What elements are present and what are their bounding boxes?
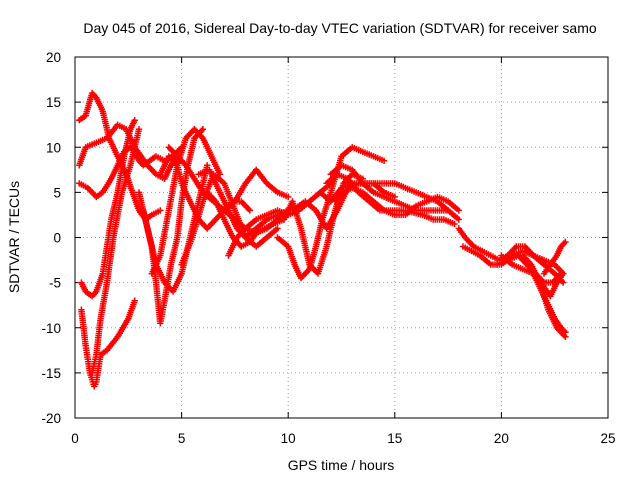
series-arc-23 xyxy=(331,184,462,219)
series-markers xyxy=(327,162,452,214)
series-markers xyxy=(331,184,462,219)
x-tick-label: 25 xyxy=(600,431,615,446)
y-axis-label: SDTVAR / TECUs xyxy=(6,181,22,293)
y-tick-label: 15 xyxy=(46,95,61,110)
x-axis-label: GPS time / hours xyxy=(288,457,395,473)
y-tick-label: -10 xyxy=(41,321,61,336)
series-markers xyxy=(221,166,292,214)
y-tick-label: 5 xyxy=(53,185,61,200)
plot-frame xyxy=(74,56,609,419)
series-markers xyxy=(204,189,288,250)
y-tick-label: -15 xyxy=(41,366,61,381)
x-tick-labels: 0 5 10 15 20 25 xyxy=(71,431,615,446)
series-arc-29 xyxy=(525,261,569,336)
series-arc-09 xyxy=(148,126,224,277)
y-tick-label: -20 xyxy=(41,411,61,426)
x-tick-label: 5 xyxy=(178,431,186,446)
axis-ticks xyxy=(74,56,609,419)
y-tick-label: -5 xyxy=(49,276,61,291)
x-tick-label: 15 xyxy=(387,431,402,446)
series-markers xyxy=(195,166,292,241)
y-tick-labels: -20 -15 -10 -5 0 5 10 15 20 xyxy=(41,50,61,426)
grid xyxy=(75,57,608,418)
x-tick-label: 10 xyxy=(281,431,296,446)
series-arc-05 xyxy=(78,297,138,390)
chart-title: Day 045 of 2016, Sidereal Day-to-day VTE… xyxy=(83,20,596,36)
series-arc-06 xyxy=(88,126,143,377)
series-arc-15 xyxy=(221,166,292,214)
x-tick-label: 20 xyxy=(494,431,509,446)
series-markers xyxy=(78,117,138,300)
y-tick-label: 0 xyxy=(53,231,61,246)
y-tick-label: 20 xyxy=(46,50,61,65)
series-markers xyxy=(274,144,388,282)
series-arc-14 xyxy=(204,189,288,250)
series-arc-22 xyxy=(327,162,452,214)
x-tick-label: 0 xyxy=(71,431,79,446)
series-markers xyxy=(525,261,569,336)
series-arc-30 xyxy=(540,238,569,277)
series-layer xyxy=(76,89,569,390)
series-markers xyxy=(88,126,143,377)
series-markers xyxy=(78,297,138,390)
series-markers xyxy=(540,238,569,277)
y-tick-label: 10 xyxy=(46,140,61,155)
series-arc-04 xyxy=(78,117,138,300)
